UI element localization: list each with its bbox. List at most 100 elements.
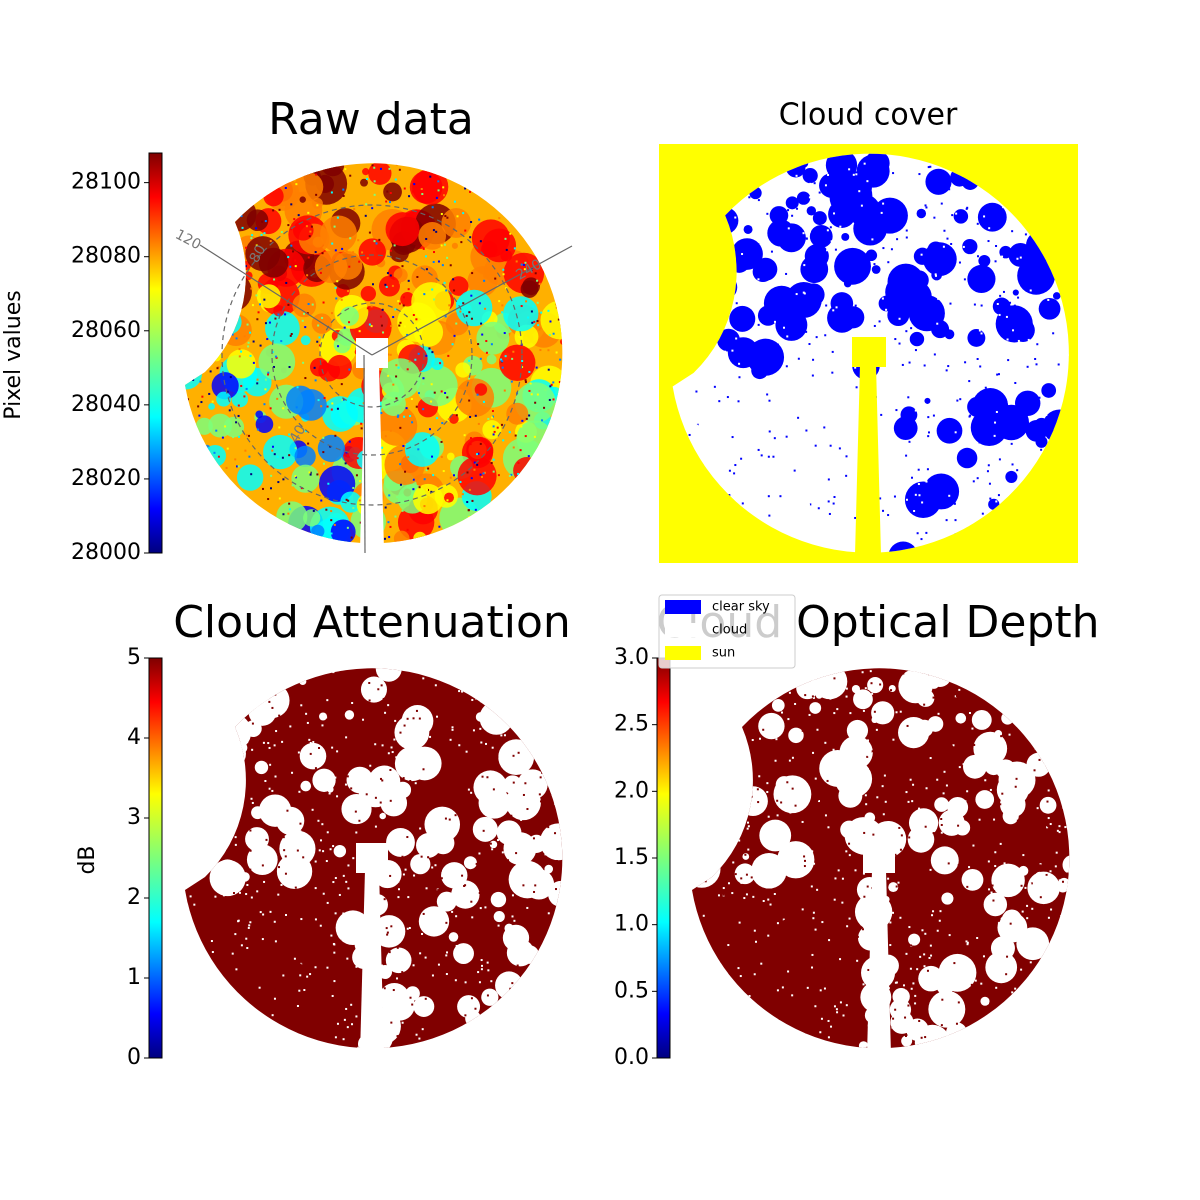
image-speck (326, 868, 329, 871)
image-speck (927, 435, 930, 438)
image-speck (920, 253, 923, 256)
image-speck (474, 508, 477, 511)
image-speck (914, 838, 917, 841)
image-speck (995, 986, 998, 989)
image-speck (473, 468, 476, 471)
image-speck (779, 765, 782, 768)
image-speck (334, 912, 337, 915)
image-speck (382, 331, 385, 334)
image-speck (393, 738, 396, 741)
image-speck (226, 447, 229, 450)
image-speck (408, 991, 411, 994)
image-blob (258, 247, 289, 278)
image-speck (852, 173, 855, 176)
image-speck (1037, 884, 1040, 887)
image-speck (979, 832, 982, 835)
image-blob (240, 872, 250, 882)
image-speck (940, 955, 943, 958)
image-speck (695, 390, 698, 393)
image-speck (278, 714, 281, 717)
image-speck (964, 800, 967, 803)
image-speck (932, 910, 935, 913)
image-speck (728, 841, 731, 844)
image-speck (855, 467, 858, 470)
image-speck (298, 800, 301, 803)
image-speck (449, 738, 452, 741)
image-blob (972, 387, 1009, 424)
image-speck (472, 729, 475, 732)
image-speck (355, 965, 358, 968)
image-speck (217, 455, 220, 458)
image-speck (967, 768, 970, 771)
image-speck (468, 311, 471, 314)
image-speck (449, 816, 452, 819)
image-speck (226, 390, 229, 393)
image-speck (282, 836, 285, 839)
image-speck (493, 430, 496, 433)
image-speck (963, 227, 966, 230)
image-speck (729, 848, 732, 851)
image-speck (902, 984, 905, 987)
image-speck (971, 732, 974, 735)
image-speck (788, 759, 791, 762)
image-speck (334, 776, 337, 779)
image-speck (483, 858, 486, 861)
image-speck (440, 744, 443, 747)
image-speck (422, 247, 425, 250)
image-speck (895, 242, 898, 245)
image-speck (888, 697, 891, 700)
image-speck (811, 966, 814, 969)
image-speck (409, 996, 412, 999)
image-speck (352, 857, 355, 860)
image-speck (459, 727, 462, 730)
image-speck (549, 385, 552, 388)
image-speck (331, 746, 334, 749)
image-speck (820, 500, 823, 503)
image-speck (467, 747, 470, 750)
image-speck (526, 906, 529, 909)
image-speck (498, 217, 501, 220)
image-speck (246, 741, 249, 744)
image-speck (288, 454, 291, 457)
image-speck (803, 855, 806, 858)
image-speck (406, 735, 409, 738)
image-speck (309, 230, 312, 233)
image-speck (478, 302, 481, 305)
image-speck (219, 271, 222, 274)
image-speck (513, 919, 516, 922)
image-speck (314, 918, 317, 921)
image-speck (332, 881, 335, 884)
image-speck (547, 912, 550, 915)
image-speck (277, 942, 280, 945)
image-speck (281, 740, 284, 743)
image-blob (498, 739, 535, 776)
image-speck (347, 347, 350, 350)
image-speck (1030, 882, 1033, 885)
image-blob (185, 356, 195, 382)
image-blob (311, 197, 323, 209)
image-speck (750, 795, 753, 798)
image-blob (309, 357, 329, 377)
image-speck (894, 981, 897, 984)
image-speck (902, 998, 905, 1001)
image-speck (211, 951, 214, 954)
image-speck (760, 831, 763, 834)
image-speck (431, 974, 434, 977)
image-speck (272, 796, 275, 799)
image-speck (344, 168, 347, 171)
image-speck (402, 777, 405, 780)
image-speck (430, 400, 433, 403)
image-speck (293, 744, 296, 747)
image-speck (883, 324, 886, 327)
image-speck (774, 385, 777, 388)
image-speck (782, 326, 785, 329)
image-speck (472, 795, 475, 798)
image-speck (904, 1035, 907, 1038)
image-speck (776, 343, 779, 346)
image-speck (454, 969, 457, 972)
image-speck (484, 307, 487, 310)
image-speck (289, 334, 292, 337)
image-blob (314, 250, 348, 284)
image-speck (986, 381, 989, 384)
image-speck (470, 791, 473, 794)
